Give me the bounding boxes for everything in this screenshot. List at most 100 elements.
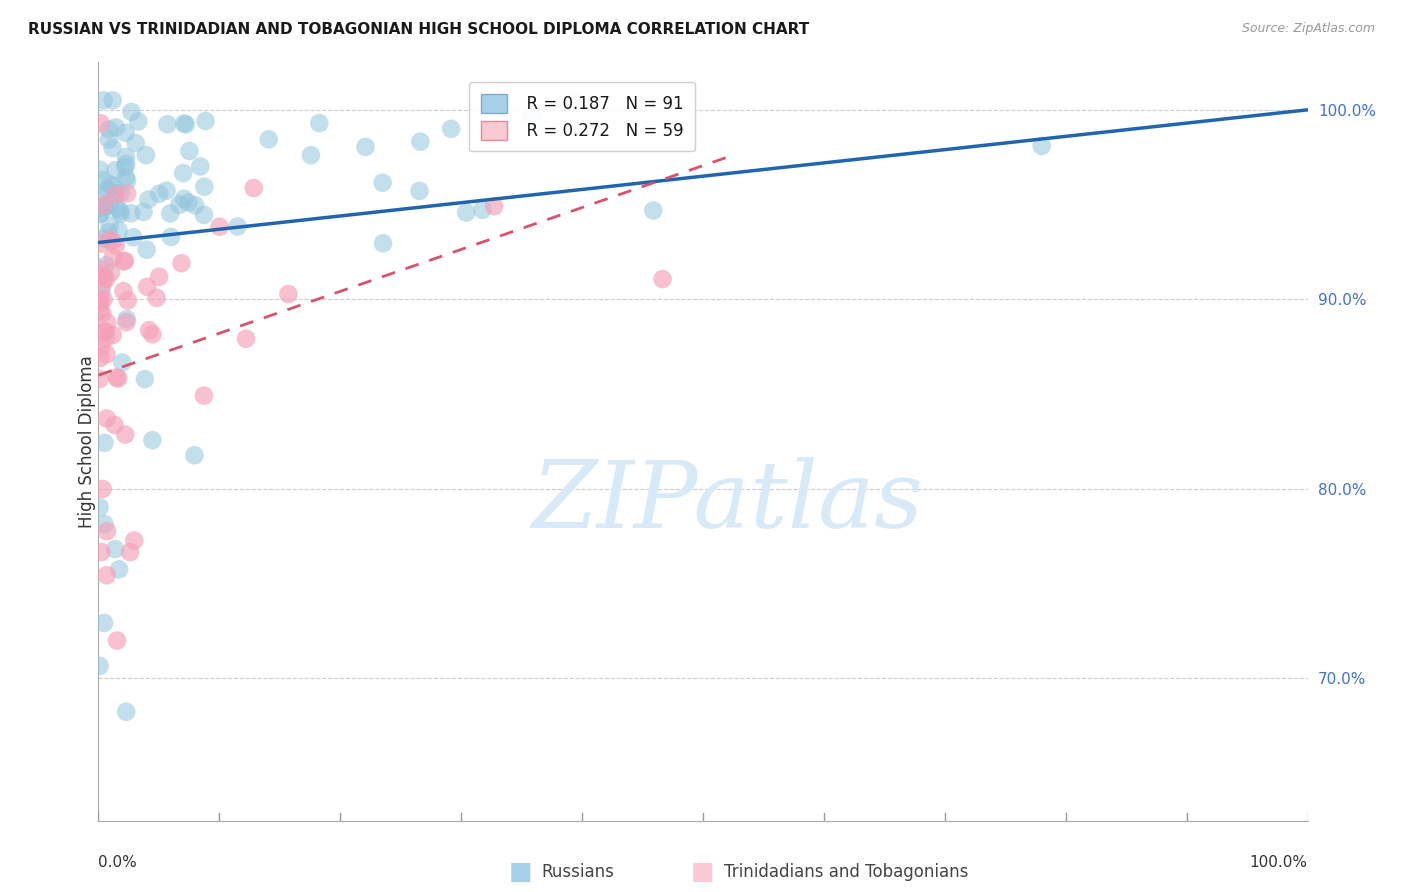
Point: [101, 178, 124, 193]
Point: [112, 284, 135, 298]
Point: [440, 121, 463, 136]
Point: [89, 261, 111, 276]
Point: [105, 633, 128, 648]
Point: [184, 198, 207, 212]
Point: [93, 517, 115, 532]
Point: [98, 233, 121, 247]
Point: [148, 269, 170, 284]
Point: [98, 177, 121, 191]
Point: [111, 355, 134, 369]
Point: [96, 524, 118, 538]
Point: [89, 659, 111, 673]
Point: [115, 312, 138, 326]
Point: [115, 705, 138, 719]
Point: [183, 448, 205, 462]
Point: [174, 117, 197, 131]
Point: [155, 184, 177, 198]
Point: [169, 198, 191, 212]
Point: [94, 272, 117, 286]
Point: [91, 277, 114, 292]
Point: [90, 293, 112, 308]
Point: [115, 150, 138, 164]
Point: [101, 251, 124, 265]
Point: [90, 236, 112, 251]
Point: [226, 219, 249, 234]
Text: RUSSIAN VS TRINIDADIAN AND TOBAGONIAN HIGH SCHOOL DIPLOMA CORRELATION CHART: RUSSIAN VS TRINIDADIAN AND TOBAGONIAN HI…: [28, 22, 810, 37]
Point: [104, 120, 127, 135]
Point: [170, 256, 193, 270]
Point: [97, 132, 120, 146]
Point: [651, 272, 673, 286]
Point: [148, 186, 170, 201]
Point: [1031, 139, 1053, 153]
Point: [371, 176, 394, 190]
Point: [156, 117, 179, 131]
Point: [242, 181, 264, 195]
Point: [89, 207, 111, 221]
Point: [94, 259, 117, 273]
Point: [110, 186, 132, 201]
Point: [105, 370, 128, 384]
Point: [96, 316, 118, 330]
Point: [172, 166, 194, 180]
Point: [93, 270, 115, 285]
Point: [89, 207, 111, 221]
Point: [115, 186, 138, 201]
Point: [104, 238, 127, 252]
Point: [371, 236, 394, 251]
Point: [93, 231, 115, 245]
Point: [456, 205, 478, 219]
Y-axis label: High School Diploma: High School Diploma: [79, 355, 96, 528]
Point: [115, 170, 138, 185]
Point: [193, 179, 215, 194]
Text: Russians: Russians: [541, 863, 614, 881]
Text: ZIPatlas: ZIPatlas: [531, 458, 924, 547]
Point: [96, 568, 118, 582]
Point: [471, 202, 494, 217]
Point: [91, 173, 114, 187]
Point: [138, 323, 160, 337]
Point: [114, 253, 136, 268]
Point: [104, 186, 127, 201]
Point: [179, 144, 201, 158]
Text: ■: ■: [692, 861, 714, 884]
Point: [354, 140, 377, 154]
Point: [101, 94, 124, 108]
Point: [114, 160, 136, 174]
Point: [96, 411, 118, 425]
Point: [89, 202, 111, 216]
Point: [91, 482, 114, 496]
Point: [93, 615, 115, 630]
Point: [115, 157, 138, 171]
Point: [208, 219, 231, 234]
Point: [89, 269, 111, 284]
Point: [100, 265, 122, 279]
Point: [188, 160, 211, 174]
Point: [107, 371, 129, 385]
Point: [136, 279, 159, 293]
Point: [120, 206, 142, 220]
Point: [520, 108, 543, 122]
Point: [643, 203, 665, 218]
Point: [124, 136, 146, 150]
Point: [104, 542, 127, 557]
Point: [90, 116, 112, 130]
Point: [96, 183, 118, 197]
Text: ■: ■: [509, 861, 531, 884]
Point: [409, 135, 432, 149]
Point: [110, 207, 132, 221]
Point: [114, 427, 136, 442]
Text: 100.0%: 100.0%: [1250, 855, 1308, 870]
Point: [173, 192, 195, 206]
Point: [121, 104, 143, 119]
Point: [89, 500, 111, 515]
Point: [160, 230, 183, 244]
Point: [118, 545, 141, 559]
Point: [108, 562, 131, 576]
Point: [482, 199, 505, 213]
Point: [97, 226, 120, 240]
Point: [135, 243, 157, 257]
Point: [115, 315, 138, 329]
Point: [89, 351, 111, 365]
Point: [115, 174, 138, 188]
